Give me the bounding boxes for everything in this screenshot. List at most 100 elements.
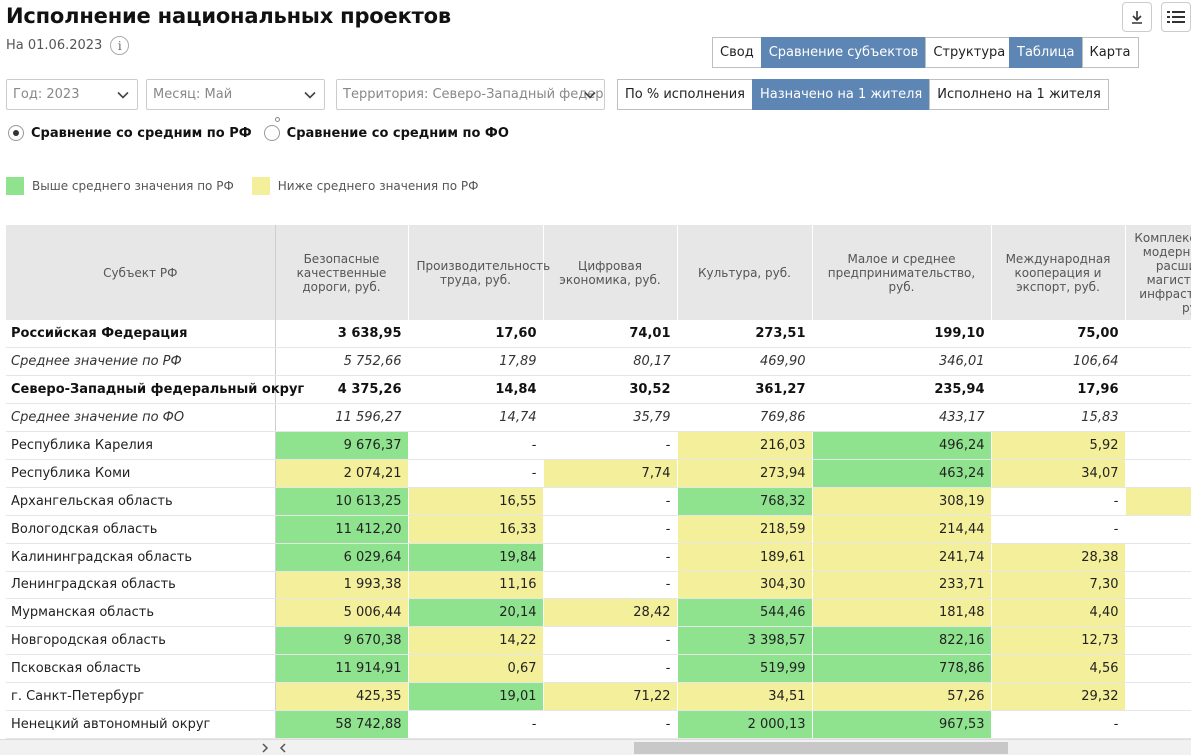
table-cell bbox=[1125, 626, 1191, 656]
radio-circle-icon[interactable] bbox=[263, 125, 280, 141]
table-cell: 4 375,26 bbox=[275, 375, 409, 405]
top-toolbar bbox=[1122, 2, 1191, 32]
table-cell: - bbox=[991, 710, 1126, 739]
table-cell bbox=[1125, 459, 1191, 488]
legend-swatch-below bbox=[251, 177, 270, 195]
menu-button[interactable] bbox=[1161, 2, 1191, 32]
comparison-radio-0[interactable]: Сравнение со средним по РФ bbox=[8, 125, 252, 141]
row-subject-name: Вологодская область bbox=[6, 515, 276, 544]
scrollbar-thumb[interactable] bbox=[634, 742, 1008, 754]
table-cell: 5,92 bbox=[991, 431, 1126, 460]
table-row: Северо-Западный федеральный округ 4 375,2… bbox=[6, 375, 1191, 405]
table-cell: 28,42 bbox=[543, 598, 678, 628]
column-header[interactable]: Субъект РФ bbox=[6, 225, 276, 320]
row-subject-name: Мурманская область bbox=[6, 598, 276, 628]
table-cell: 74,01 bbox=[543, 320, 678, 349]
table-cell: 4,40 bbox=[991, 598, 1126, 628]
table-cell: 361,27 bbox=[677, 375, 813, 405]
table-cell bbox=[1125, 403, 1191, 433]
display-tab-1[interactable]: Карта bbox=[1081, 37, 1139, 68]
table-cell: 1 993,38 bbox=[275, 571, 409, 600]
chevron-right-icon bbox=[262, 743, 269, 753]
column-header[interactable]: Комплексный план модернизации и расширен… bbox=[1125, 225, 1191, 320]
table-cell bbox=[1125, 487, 1191, 516]
column-header[interactable]: Малое и среднее предпринимательство, руб… bbox=[812, 225, 992, 320]
table-cell: - bbox=[543, 431, 678, 460]
table-cell: 181,48 bbox=[812, 598, 992, 628]
row-subject-name: Среднее значение по ФО bbox=[6, 403, 276, 433]
table-cell: 9 676,37 bbox=[275, 431, 409, 460]
table-cell: - bbox=[408, 431, 544, 460]
chevron-down-icon bbox=[304, 91, 316, 99]
table-cell: 304,30 bbox=[677, 571, 813, 600]
territory-select[interactable]: Территория: Северо-Западный федер bbox=[336, 79, 605, 110]
table-cell: 14,22 bbox=[408, 626, 544, 656]
download-button[interactable] bbox=[1122, 2, 1152, 32]
table-cell: 967,53 bbox=[812, 710, 992, 739]
table-cell: 9 670,38 bbox=[275, 626, 409, 656]
row-subject-name: Псковская область bbox=[6, 654, 276, 684]
table-cell: 3 638,95 bbox=[275, 320, 409, 349]
table-row: Среднее значение по ФО 11 596,27 14,74 35,7… bbox=[6, 403, 1191, 433]
report-date: На 01.06.2023 i bbox=[6, 36, 130, 55]
table-cell: - bbox=[408, 710, 544, 739]
table-cell bbox=[1125, 543, 1191, 572]
metric-tab-2[interactable]: Исполнено на 1 жителя bbox=[929, 79, 1109, 110]
chevron-down-icon bbox=[117, 91, 129, 99]
table-cell: - bbox=[543, 710, 678, 739]
comparison-radio-1[interactable]: Сравнение со средним по ФО bbox=[263, 125, 509, 141]
table-cell: 0,67 bbox=[408, 654, 544, 684]
page-title: Исполнение национальных проектов bbox=[6, 4, 451, 28]
column-header[interactable]: Производительность труда, руб. bbox=[408, 225, 550, 320]
radio-circle-icon[interactable] bbox=[8, 125, 24, 141]
year-select-value: Год: 2023 bbox=[13, 87, 80, 102]
table-cell: 11 596,27 bbox=[275, 403, 409, 433]
metric-tab-0[interactable]: По % исполнения bbox=[617, 79, 753, 110]
table-cell: 425,35 bbox=[275, 682, 409, 711]
scroll-left-arrow[interactable] bbox=[276, 740, 290, 755]
column-header[interactable]: Культура, руб. bbox=[677, 225, 813, 320]
table-cell: 7,74 bbox=[543, 459, 678, 488]
table-row: Ненецкий автономный округ 58 742,88- -2 00… bbox=[6, 710, 1191, 739]
column-header[interactable]: Международная кооперация и экспорт, руб. bbox=[991, 225, 1126, 320]
table-cell: 2 000,13 bbox=[677, 710, 813, 739]
view-tab-0[interactable]: Свод bbox=[712, 37, 762, 68]
scroll-right-arrow-frozen[interactable] bbox=[258, 740, 272, 755]
row-subject-name: Республика Карелия bbox=[6, 431, 276, 460]
year-select[interactable]: Год: 2023 bbox=[6, 79, 138, 110]
column-header[interactable]: Цифровая экономика, руб. bbox=[543, 225, 678, 320]
display-tab-0[interactable]: Таблица bbox=[1009, 37, 1083, 68]
month-select[interactable]: Месяц: Май bbox=[146, 79, 325, 110]
table-cell: 189,61 bbox=[677, 543, 813, 572]
table-row: г. Санкт-Петербург 425,35 19,01 71,22 34,51 5… bbox=[6, 682, 1191, 711]
legend-swatch-above bbox=[6, 177, 24, 195]
table-cell: 11 914,91 bbox=[275, 654, 409, 684]
table-row: Новгородская область 9 670,38 14,22-3 398,… bbox=[6, 626, 1191, 656]
row-subject-name: г. Санкт-Петербург bbox=[6, 682, 276, 711]
table-cell: 12,73 bbox=[991, 626, 1126, 656]
horizontal-scrollbar[interactable] bbox=[0, 739, 1191, 755]
table-cell: 10 613,25 bbox=[275, 487, 409, 516]
table-cell: 20,14 bbox=[408, 598, 544, 628]
table-cell: 463,24 bbox=[812, 459, 992, 488]
table-cell: 34,51 bbox=[677, 682, 813, 711]
comparison-table-container[interactable]: Субъект РФ Безопасные качественные дороги… bbox=[6, 225, 1191, 739]
info-icon[interactable]: i bbox=[110, 36, 130, 55]
table-cell: 34,07 bbox=[991, 459, 1126, 488]
view-tab-1[interactable]: Сравнение субъектов bbox=[760, 37, 927, 68]
row-subject-name: Ленинградская область bbox=[6, 571, 276, 600]
table-cell: 233,71 bbox=[812, 571, 992, 600]
table-cell bbox=[1125, 320, 1191, 349]
table-cell: 2 074,21 bbox=[275, 459, 409, 488]
table-cell: 218,59 bbox=[677, 515, 813, 544]
table-cell: 28,38 bbox=[991, 543, 1126, 572]
row-subject-name: Республика Коми bbox=[6, 459, 276, 488]
table-cell: 17,96 bbox=[991, 375, 1126, 405]
download-icon bbox=[1132, 11, 1142, 24]
table-body: Российская Федерация 3 638,95 17,60 74,01 27… bbox=[6, 320, 1191, 739]
metric-tab-1[interactable]: Назначено на 1 жителя bbox=[751, 79, 931, 110]
table-cell bbox=[1125, 515, 1191, 544]
column-header[interactable]: Безопасные качественные дороги, руб. bbox=[275, 225, 409, 320]
table-cell: 11 412,20 bbox=[275, 515, 409, 544]
table-cell: 71,22 bbox=[543, 682, 678, 711]
